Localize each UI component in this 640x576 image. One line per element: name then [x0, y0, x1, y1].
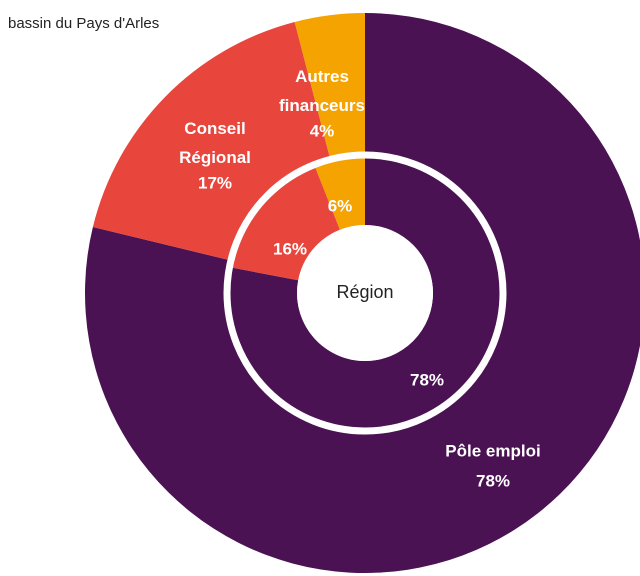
donut-slice [229, 157, 501, 429]
ring-separator [223, 151, 507, 435]
label-line: Autres [295, 67, 349, 86]
donut-slice [85, 13, 640, 573]
donut-slice [92, 21, 330, 260]
slice-category-label: Conseil Régional [179, 119, 251, 167]
label-line: Régional [179, 148, 251, 167]
label-line: Conseil [184, 119, 245, 138]
slice-category-label: Autres financeurs [279, 67, 365, 115]
slice-value-label: 78% [476, 471, 510, 490]
donut-slice [231, 166, 340, 281]
donut-slice [314, 157, 365, 230]
label-line: financeurs [279, 96, 365, 115]
slice-category-label: Pôle emploi [445, 441, 540, 460]
slice-value-label: 4% [310, 121, 335, 140]
donut-hole [297, 225, 433, 361]
slice-value-label: 78% [410, 370, 444, 389]
slice-value-label: 17% [198, 173, 232, 192]
donut-slice [294, 13, 365, 158]
slice-value-label: 6% [328, 196, 353, 215]
slice-value-label: 16% [273, 239, 307, 258]
chart-title: bassin du Pays d'Arles [8, 15, 159, 32]
center-label: Région [336, 282, 393, 302]
